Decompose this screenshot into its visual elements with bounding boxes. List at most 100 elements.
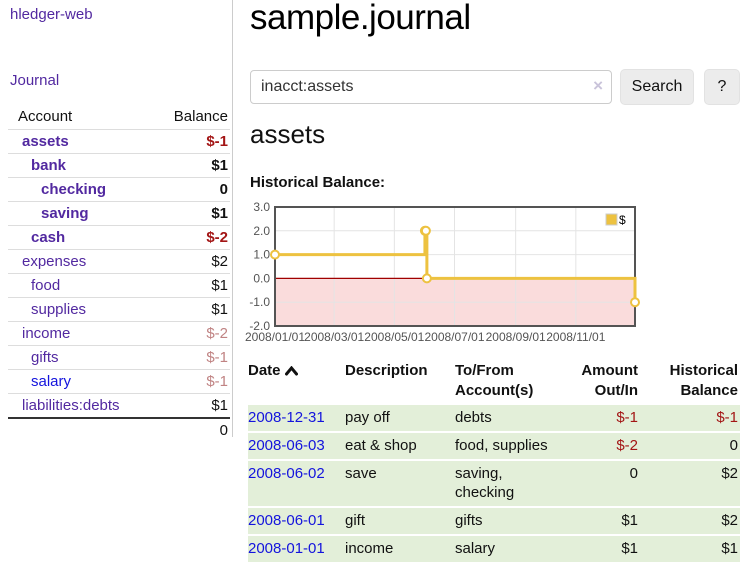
transaction-accounts: salary [455, 535, 560, 562]
y-tick-label: 3.0 [253, 200, 270, 214]
account-link-liabilities-debts[interactable]: liabilities:debts [22, 397, 120, 414]
sidebar-item-journal[interactable]: Journal [10, 72, 60, 89]
x-tick-label: 2008/09/01 [486, 330, 546, 344]
page-title: sample.journal [250, 0, 471, 37]
register-header-row: Date Description To/From Account(s) Amou… [248, 358, 740, 403]
transaction-date-link[interactable]: 2008-06-03 [248, 436, 325, 454]
account-link-bank[interactable]: bank [31, 157, 67, 174]
account-row: cash $-2 [8, 225, 230, 250]
chart-heading: Historical Balance: [250, 174, 386, 191]
account-row: liabilities:debts $1 [8, 393, 230, 418]
y-tick-label: -1.0 [249, 295, 270, 309]
account-balance: $-2 [147, 225, 230, 250]
y-tick-label: 2.0 [253, 224, 270, 238]
data-point-marker [630, 297, 640, 308]
account-row: saving $1 [8, 201, 230, 226]
y-tick-label: 0.0 [253, 271, 270, 285]
balance-column-header: Balance [173, 108, 228, 125]
x-tick-label: 2008/01/01 [245, 330, 305, 344]
account-balance: $1 [147, 393, 230, 418]
account-row: assets $-1 [8, 129, 230, 154]
app-brand-link[interactable]: hledger-web [10, 6, 93, 23]
account-row: income $-2 [8, 321, 230, 346]
transaction-accounts: gifts [455, 508, 560, 534]
search-form: × [250, 70, 612, 104]
transaction-amount: $1 [560, 508, 640, 534]
transaction-date-link[interactable]: 2008-01-01 [248, 539, 325, 557]
account-balance: $1 [147, 297, 230, 322]
account-balance: $-2 [147, 321, 230, 346]
account-link-gifts[interactable]: gifts [31, 349, 59, 366]
transaction-row: 2008-06-01 gift gifts $1 $2 [248, 508, 740, 534]
transaction-description: pay off [345, 405, 455, 431]
legend-swatch [605, 213, 618, 226]
sidebar: hledger-web Journal Account Balance asse… [0, 0, 233, 442]
account-balance: $-1 [147, 129, 230, 154]
transaction-accounts: saving, checking [455, 460, 560, 507]
transaction-amount: $1 [560, 535, 640, 562]
transaction-amount: 0 [560, 460, 640, 507]
account-balance: $1 [147, 201, 230, 226]
account-link-cash[interactable]: cash [31, 229, 66, 246]
account-balance: $1 [147, 153, 230, 178]
date-column-header[interactable]: Date [248, 358, 345, 403]
transaction-accounts: debts [455, 405, 560, 431]
account-link-assets[interactable]: assets [22, 133, 69, 150]
chart-border [274, 206, 636, 327]
data-point-marker [420, 225, 431, 236]
account-column-header: Account [18, 108, 73, 125]
account-link-salary[interactable]: salary [31, 373, 72, 390]
account-link-saving[interactable]: saving [41, 205, 89, 222]
transaction-description: save [345, 460, 455, 507]
accounts-header-row: Account Balance [8, 104, 230, 130]
x-tick-label: 2008/05/01 [364, 330, 424, 344]
data-point-marker [270, 249, 280, 260]
search-button[interactable]: Search [620, 69, 694, 105]
accounts-table: Account Balance assets $-1 bank $1 checkin… [8, 104, 230, 442]
clear-search-icon[interactable]: × [593, 76, 603, 95]
transaction-row: 2008-12-31 pay off debts $-1 $-1 [248, 405, 740, 431]
x-tick-label: 2008/03/01 [304, 330, 364, 344]
x-tick-label: 2008/11/01 [546, 330, 605, 344]
amount-column-header: Amount Out/In [581, 362, 638, 399]
account-balance: $2 [147, 249, 230, 274]
transaction-amount: $-1 [560, 405, 640, 431]
account-balance: $1 [147, 273, 230, 298]
account-row: gifts $-1 [8, 345, 230, 370]
account-link-checking[interactable]: checking [41, 181, 107, 198]
account-link-income[interactable]: income [22, 325, 71, 342]
account-link-food[interactable]: food [31, 277, 61, 294]
accounts-total-value: 0 [147, 417, 230, 442]
transaction-description: gift [345, 508, 455, 534]
transaction-row: 2008-06-03 eat & shop food, supplies $-2… [248, 432, 740, 459]
legend-label: $ [619, 213, 626, 227]
y-tick-label: 1.0 [253, 248, 270, 262]
data-point-marker [421, 273, 432, 284]
transaction-balance: $2 [640, 460, 740, 507]
account-link-supplies[interactable]: supplies [31, 301, 87, 318]
transaction-row: 2008-06-02 save saving, checking 0 $2 [248, 460, 740, 507]
account-heading: assets [250, 119, 326, 149]
account-row: supplies $1 [8, 297, 230, 322]
account-row: bank $1 [8, 153, 230, 178]
account-balance: $-1 [147, 369, 230, 394]
balance-column-header: Historical Balance [669, 362, 738, 399]
description-column-header: Description [345, 362, 428, 379]
transaction-description: eat & shop [345, 432, 455, 459]
y-tick-label: -2.0 [249, 319, 270, 333]
account-link-expenses[interactable]: expenses [22, 253, 87, 270]
register-table: Date Description To/From Account(s) Amou… [248, 356, 740, 564]
transaction-balance: $-1 [640, 405, 740, 431]
transaction-date-link[interactable]: 2008-06-01 [248, 512, 325, 530]
accounts-column-header: To/From Account(s) [455, 362, 534, 399]
transaction-balance: $1 [640, 535, 740, 562]
transaction-balance: $2 [640, 508, 740, 534]
transaction-date-link[interactable]: 2008-12-31 [248, 409, 325, 426]
transaction-date-link[interactable]: 2008-06-02 [248, 464, 325, 482]
x-tick-label: 2008/07/01 [424, 330, 484, 344]
search-input[interactable] [250, 70, 612, 104]
help-button[interactable]: ? [704, 69, 740, 105]
sort-ascending-icon [284, 366, 298, 376]
account-row: food $1 [8, 273, 230, 298]
